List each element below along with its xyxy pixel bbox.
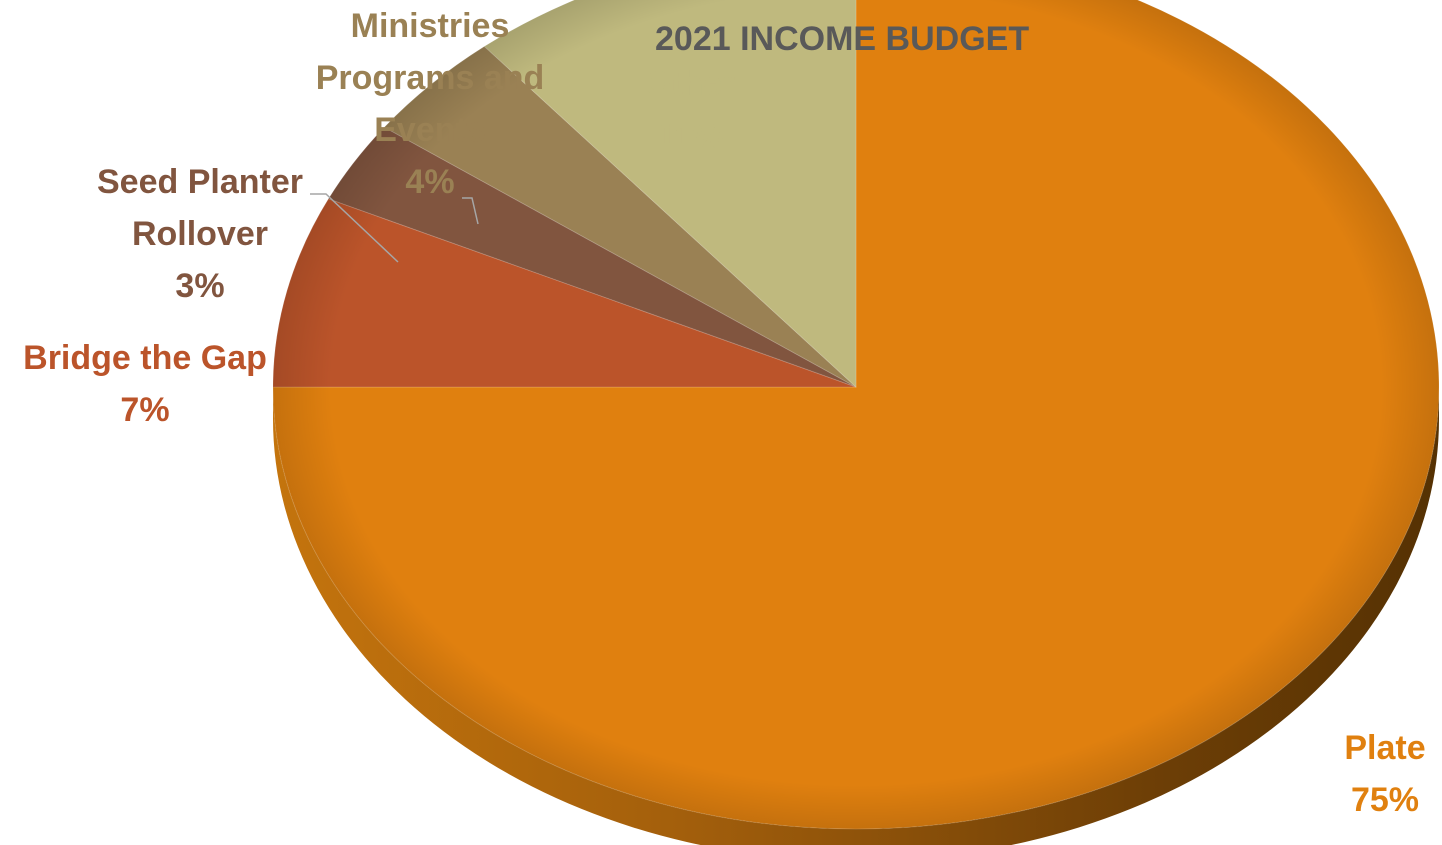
leader-line-seed-planter bbox=[310, 193, 399, 263]
slice-label-bridge-the-gap: Bridge the Gap 7% bbox=[0, 332, 290, 436]
slice-label-seed-planter: Seed Planter Rollover 3% bbox=[70, 156, 330, 312]
slice-value-plate: 75% bbox=[1350, 781, 1420, 819]
slice-name-plate: Plate bbox=[1344, 729, 1426, 767]
slice-name-ministries-line2: Programs and bbox=[315, 59, 545, 97]
slice-name-other: Other bbox=[644, 65, 736, 103]
slice-value-ministries: 4% bbox=[405, 163, 455, 201]
slice-value-bridge: 7% bbox=[120, 391, 170, 429]
slice-label-ministries: Ministries Programs and Events 4% bbox=[300, 0, 560, 208]
slice-name-seed-line1: Seed Planter bbox=[97, 163, 303, 201]
slice-value-other: 11% bbox=[656, 117, 724, 155]
chart-title: 2021 INCOME BUDGET bbox=[655, 20, 1030, 58]
slice-name-bridge: Bridge the Gap bbox=[23, 339, 267, 377]
slice-name-ministries-line3: Events bbox=[374, 111, 486, 149]
leader-line-ministries bbox=[462, 197, 479, 225]
pie-rim-shade bbox=[273, 0, 1439, 829]
pie-top-face bbox=[272, 0, 1440, 830]
slice-value-seed: 3% bbox=[175, 267, 225, 305]
slice-name-seed-line2: Rollover bbox=[131, 215, 269, 253]
slice-name-ministries-line1: Ministries bbox=[350, 7, 510, 45]
slice-label-other: Other 11% bbox=[620, 58, 760, 162]
slice-label-plate: Plate 75% bbox=[1330, 722, 1440, 826]
leader-lines bbox=[310, 193, 479, 263]
